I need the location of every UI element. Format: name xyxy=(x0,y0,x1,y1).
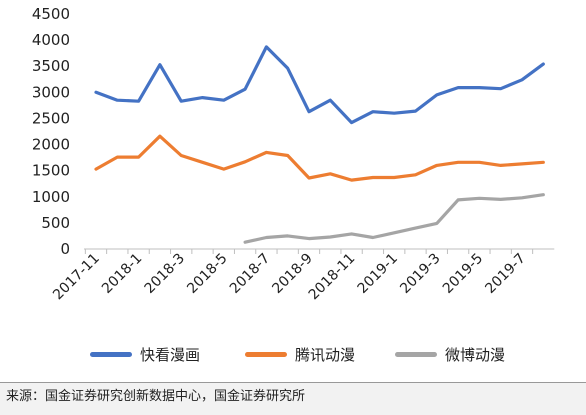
legend-label-weibo: 微博动漫 xyxy=(445,345,506,364)
y-tick-label: 3500 xyxy=(32,57,70,75)
series-layer xyxy=(94,45,545,244)
x-tick-label: 2017-11 xyxy=(50,251,103,304)
legend-item-weibo: 微博动漫 xyxy=(395,340,505,368)
legend-label-tencent: 腾讯动漫 xyxy=(295,345,356,364)
x-tick-label: 2018-1 xyxy=(99,251,145,297)
x-tick-label: 2018-7 xyxy=(227,251,273,297)
x-tick-label: 2019-1 xyxy=(355,251,401,297)
legend-swatch-kuaikan xyxy=(90,351,132,357)
y-tick-label: 2500 xyxy=(32,109,70,127)
legend-label-kuaikan: 快看漫画 xyxy=(140,345,201,364)
source-note: 来源：国金证券研究创新数据中心，国金证券研究所 xyxy=(0,382,586,415)
line-chart: 0 500 1000 1500 2000 2500 3000 3500 4000 4500 201… xyxy=(32,5,555,304)
y-axis: 0 500 1000 1500 2000 2500 3000 3500 4000 4500 xyxy=(32,5,70,258)
series-line-weibo xyxy=(243,193,545,244)
legend: 快看漫画 腾讯动漫 微博动漫 xyxy=(0,340,586,368)
y-tick-label: 2000 xyxy=(32,136,70,154)
legend-item-kuaikan: 快看漫画 xyxy=(90,340,200,368)
y-tick-label: 0 xyxy=(60,240,70,258)
y-tick-label: 3000 xyxy=(32,83,70,101)
x-axis: 2017-112018-12018-32018-52018-72018-9201… xyxy=(50,248,555,304)
y-tick-label: 500 xyxy=(41,214,70,232)
x-tick-label: 2018-3 xyxy=(142,251,188,297)
x-tick-label: 2019-5 xyxy=(440,251,486,297)
legend-swatch-weibo xyxy=(395,351,437,357)
legend-swatch-tencent xyxy=(245,351,287,357)
series-line-kuaikan xyxy=(94,45,545,125)
x-tick-label: 2019-7 xyxy=(482,251,528,297)
y-tick-label: 1000 xyxy=(32,188,70,206)
y-tick-label: 1500 xyxy=(32,162,70,180)
x-tick-label: 2018-11 xyxy=(306,251,359,304)
series-line-tencent xyxy=(94,134,545,182)
legend-item-tencent: 腾讯动漫 xyxy=(245,340,355,368)
y-tick-label: 4500 xyxy=(32,5,70,23)
y-tick-label: 4000 xyxy=(32,31,70,49)
x-tick-label: 2018-5 xyxy=(184,251,230,297)
x-tick-label: 2019-3 xyxy=(397,251,443,297)
